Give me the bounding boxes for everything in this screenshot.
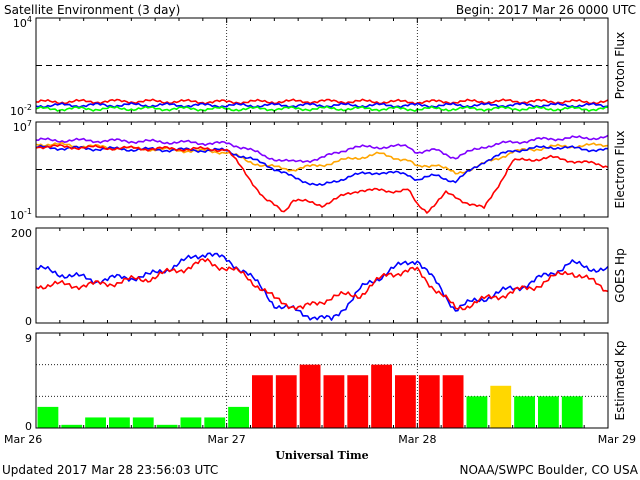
credit-line: NOAA/SWPC Boulder, CO USA bbox=[460, 463, 639, 477]
x-tick-label: Mar 26 bbox=[4, 433, 42, 446]
kp-bar bbox=[371, 364, 392, 428]
kp-bar bbox=[442, 375, 464, 428]
proton-flux-panel: 104 10-2 Proton Flux bbox=[10, 15, 627, 118]
electron-red-series-line bbox=[35, 144, 609, 214]
kp-bar bbox=[132, 417, 154, 428]
x-tick-label: Mar 27 bbox=[208, 433, 246, 446]
y-tick-label-bottom: 0 bbox=[25, 315, 32, 328]
kp-bar bbox=[347, 375, 369, 428]
kp-bar bbox=[466, 396, 488, 428]
begin-label: Begin: 2017 Mar 26 0000 UTC bbox=[456, 3, 636, 17]
chart-title: Satellite Environment (3 day) bbox=[4, 3, 180, 17]
x-tick-label: Mar 29 bbox=[598, 433, 636, 446]
goes_hp-red-series-line bbox=[35, 258, 609, 311]
goes_hp-blue-series-line bbox=[35, 252, 609, 321]
y-tick-label-bottom: 10-1 bbox=[10, 207, 32, 222]
kp-bar bbox=[275, 375, 297, 428]
kp-bar bbox=[252, 375, 273, 428]
panel-ylabel: Proton Flux bbox=[613, 32, 627, 99]
y-tick-label-top: 107 bbox=[13, 119, 32, 134]
y-tick-label-top: 9 bbox=[25, 332, 32, 345]
x-axis-label: Universal Time bbox=[275, 449, 368, 462]
estimated-kp-panel: 9 0 Estimated Kp bbox=[25, 332, 627, 433]
updated-timestamp: Updated 2017 Mar 28 23:56:03 UTC bbox=[2, 463, 218, 477]
electron-blue-series-line bbox=[35, 144, 609, 186]
kp-bar bbox=[395, 375, 416, 428]
kp-bar bbox=[61, 424, 83, 428]
goes-hp-panel: 200 0 GOES Hp bbox=[11, 227, 627, 328]
kp-bar bbox=[538, 396, 559, 428]
kp-bar bbox=[85, 417, 106, 428]
x-axis-ticks: Mar 26 Mar 27 Mar 28 Mar 29 bbox=[4, 433, 636, 446]
x-tick-label: Mar 28 bbox=[398, 433, 436, 446]
electron-flux-panel: 107 10-1 Electron Flux bbox=[10, 119, 627, 222]
kp-bar bbox=[323, 375, 345, 428]
kp-bar bbox=[418, 375, 440, 428]
kp-bar bbox=[156, 424, 178, 428]
y-tick-label-top: 104 bbox=[13, 15, 32, 30]
panel-ylabel: Estimated Kp bbox=[613, 341, 627, 421]
kp-bar bbox=[514, 396, 535, 428]
electron-purple-series-line bbox=[35, 134, 609, 163]
kp-bar bbox=[180, 417, 202, 428]
panel-ylabel: GOES Hp bbox=[613, 248, 627, 302]
kp-bar bbox=[228, 406, 249, 428]
panel-ylabel: Electron Flux bbox=[613, 131, 627, 209]
y-tick-label-bottom: 0 bbox=[25, 420, 32, 433]
y-tick-label-bottom: 10-2 bbox=[10, 103, 32, 118]
kp-bar bbox=[561, 396, 583, 428]
proton-blue-series-line bbox=[35, 102, 609, 109]
y-tick-label-top: 200 bbox=[11, 227, 32, 240]
kp-bar bbox=[299, 364, 321, 428]
kp-bar bbox=[109, 417, 130, 428]
proton-green-series-line bbox=[35, 105, 608, 112]
kp-bar bbox=[490, 385, 512, 428]
panel-frame bbox=[35, 227, 609, 324]
kp-bar bbox=[204, 417, 226, 428]
kp-bar bbox=[37, 406, 59, 428]
